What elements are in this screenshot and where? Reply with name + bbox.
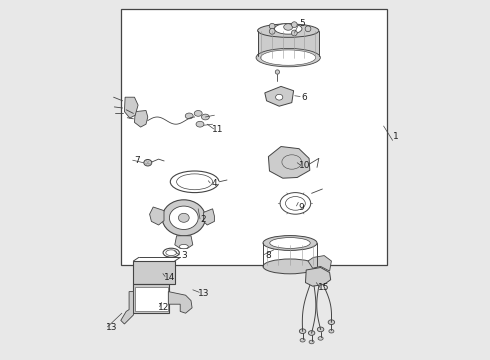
Bar [258,31,319,58]
Ellipse shape [286,197,305,210]
Polygon shape [269,147,310,178]
Ellipse shape [328,320,335,325]
Text: 1: 1 [393,132,399,141]
Bar [121,9,387,265]
Polygon shape [149,207,164,225]
Circle shape [292,30,297,36]
Text: 13: 13 [106,323,118,332]
Ellipse shape [300,338,305,342]
Ellipse shape [309,340,314,344]
Ellipse shape [274,23,302,34]
Text: 10: 10 [298,161,310,170]
Bar [135,287,168,311]
Circle shape [292,22,297,27]
Ellipse shape [185,113,193,119]
Ellipse shape [275,94,283,100]
Text: 5: 5 [300,19,305,28]
Text: 9: 9 [298,202,304,212]
Ellipse shape [194,111,202,116]
Ellipse shape [263,235,317,251]
Polygon shape [121,292,133,324]
Ellipse shape [179,244,188,249]
Text: 14: 14 [164,273,175,282]
Ellipse shape [144,159,152,166]
Ellipse shape [299,329,306,333]
Polygon shape [169,292,192,313]
Ellipse shape [170,206,198,230]
Text: 3: 3 [181,251,187,260]
Ellipse shape [284,24,293,30]
Polygon shape [305,267,331,286]
Text: 4: 4 [212,179,217,188]
Ellipse shape [258,24,319,37]
Ellipse shape [178,213,189,222]
Ellipse shape [201,114,209,120]
Bar [133,261,175,284]
Text: 7: 7 [134,156,140,165]
Text: 11: 11 [212,125,224,134]
Polygon shape [134,111,148,127]
Polygon shape [175,236,193,248]
Ellipse shape [270,238,310,248]
Text: 6: 6 [301,93,307,102]
Text: 12: 12 [158,303,170,312]
Circle shape [275,70,280,74]
Ellipse shape [308,330,315,336]
Circle shape [270,28,275,34]
Ellipse shape [318,327,324,332]
Ellipse shape [196,121,204,127]
Text: 13: 13 [198,289,209,298]
Bar [133,284,170,313]
Ellipse shape [261,50,316,65]
Circle shape [270,23,275,29]
Ellipse shape [263,259,317,274]
Polygon shape [124,97,138,118]
Polygon shape [204,209,215,225]
Circle shape [305,26,311,32]
Text: 15: 15 [318,284,330,292]
Ellipse shape [162,200,205,236]
Ellipse shape [318,337,323,340]
Text: 2: 2 [201,215,206,224]
Ellipse shape [329,329,334,333]
Ellipse shape [258,48,319,64]
Polygon shape [308,256,331,271]
Polygon shape [265,86,294,106]
Text: 8: 8 [266,251,271,260]
Ellipse shape [256,49,320,67]
